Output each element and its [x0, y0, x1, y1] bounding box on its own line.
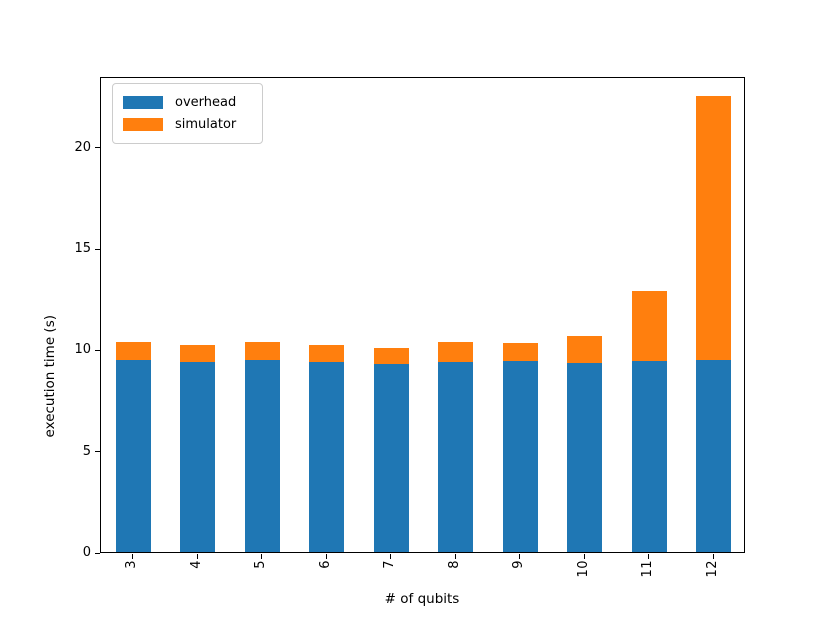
legend: overhead simulator	[112, 83, 263, 144]
x-tick-mark-7	[390, 554, 392, 559]
y-tick-label-0: 0	[82, 545, 91, 560]
y-tick-label-5: 5	[82, 443, 91, 459]
x-tick-label-11: 11	[640, 560, 656, 578]
legend-item-overhead: overhead	[123, 91, 252, 114]
bar-6-overhead-segment	[309, 361, 345, 552]
x-tick-mark-5	[261, 554, 263, 559]
x-tick-mark-10	[583, 554, 585, 559]
bar-3-simulator-segment	[115, 342, 151, 360]
x-tick-label-10: 10	[575, 560, 591, 578]
bar-4-overhead-segment	[180, 361, 216, 552]
bar-qubits-11	[631, 290, 667, 552]
bar-11-simulator-segment	[631, 290, 667, 361]
bar-9-overhead-segment	[502, 360, 538, 552]
bar-10-overhead-segment	[567, 362, 603, 552]
x-axis-label: # of qubits	[384, 591, 460, 607]
bar-qubits-4	[180, 345, 216, 552]
bar-qubits-5	[244, 342, 280, 552]
legend-item-simulator: simulator	[123, 114, 252, 137]
bar-5-overhead-segment	[244, 359, 280, 552]
bar-qubits-3	[115, 342, 151, 552]
overhead-swatch-icon	[123, 95, 163, 109]
bar-4-simulator-segment	[180, 345, 216, 362]
x-tick-label-8: 8	[446, 560, 462, 569]
bar-8-simulator-segment	[438, 342, 474, 362]
x-tick-label-3: 3	[124, 560, 140, 569]
bar-qubits-8	[438, 342, 474, 552]
x-tick-mark-11	[648, 554, 650, 559]
y-tick-label-15: 15	[74, 241, 91, 257]
bar-qubits-7	[373, 348, 409, 552]
x-tick-label-4: 4	[188, 560, 204, 569]
y-tick-label-10: 10	[74, 342, 91, 358]
bars-layer	[101, 78, 744, 552]
y-tick-mark-15	[95, 248, 100, 250]
legend-label-overhead: overhead	[175, 94, 237, 110]
y-axis-label: execution time (s)	[42, 315, 58, 438]
x-tick-mark-3	[132, 554, 134, 559]
bar-10-simulator-segment	[567, 336, 603, 363]
bar-8-overhead-segment	[438, 361, 474, 552]
legend-label-simulator: simulator	[175, 117, 237, 133]
bar-3-overhead-segment	[115, 359, 151, 552]
bar-qubits-12	[696, 96, 732, 552]
bar-11-overhead-segment	[631, 360, 667, 552]
bar-12-simulator-segment	[696, 96, 732, 360]
y-tick-mark-0	[95, 552, 100, 554]
bar-9-simulator-segment	[502, 343, 538, 361]
x-tick-label-9: 9	[511, 560, 527, 569]
bar-6-simulator-segment	[309, 345, 345, 362]
x-tick-mark-8	[454, 554, 456, 559]
y-tick-mark-20	[95, 147, 100, 149]
x-tick-label-5: 5	[253, 560, 269, 569]
y-tick-mark-5	[95, 451, 100, 453]
bar-7-overhead-segment	[373, 363, 409, 552]
x-tick-label-7: 7	[382, 560, 398, 569]
x-tick-mark-12	[712, 554, 714, 559]
bar-qubits-10	[567, 336, 603, 552]
simulator-swatch-icon	[123, 118, 163, 132]
bar-12-overhead-segment	[696, 359, 732, 552]
x-tick-label-6: 6	[317, 560, 333, 569]
x-tick-mark-6	[325, 554, 327, 559]
plot-area: overhead simulator	[100, 77, 745, 553]
y-tick-mark-10	[95, 349, 100, 351]
x-tick-mark-4	[196, 554, 198, 559]
bar-qubits-9	[502, 343, 538, 552]
bar-7-simulator-segment	[373, 348, 409, 364]
x-tick-label-12: 12	[704, 560, 720, 578]
bar-5-simulator-segment	[244, 342, 280, 360]
y-tick-label-20: 20	[74, 139, 91, 155]
x-tick-mark-9	[519, 554, 521, 559]
bar-qubits-6	[309, 345, 345, 552]
